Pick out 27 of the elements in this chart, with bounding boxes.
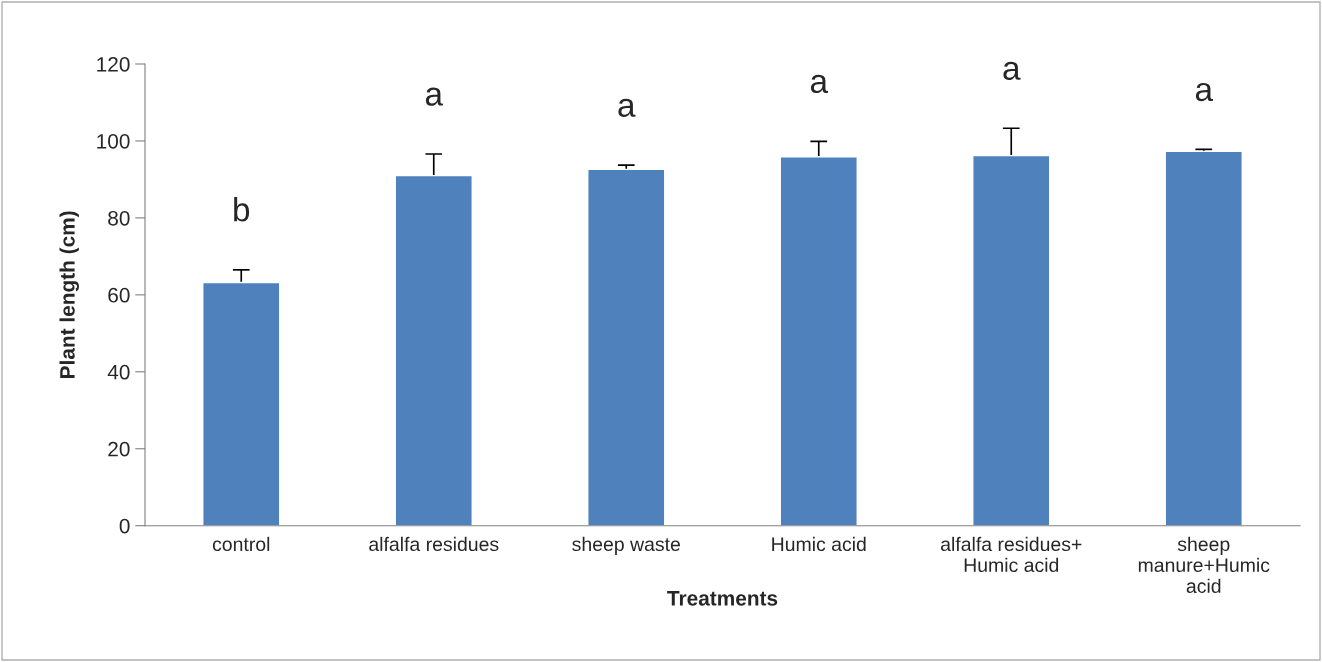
- annotation: a: [1003, 61, 1021, 80]
- bar: [587, 168, 666, 526]
- bar: [394, 174, 473, 526]
- y-tick-label: 60: [108, 287, 130, 303]
- y-tick-label: 120: [97, 57, 130, 72]
- x-axis-title: Treatments: [667, 591, 778, 606]
- y-tick-label: 20: [108, 441, 130, 457]
- y-tick-label: 100: [97, 133, 130, 149]
- annotation: b: [234, 197, 250, 222]
- x-tick-label: control: [212, 536, 270, 552]
- y-tick-label: 40: [107, 364, 130, 380]
- x-tick-label: Humic acid: [772, 536, 866, 552]
- x-tick-label: alfalfa residues: [369, 536, 499, 552]
- bar: [1164, 150, 1243, 526]
- y-axis-title: Plant length (cm): [59, 211, 79, 378]
- annotation: a: [425, 87, 444, 106]
- y-tick-label: 80: [108, 210, 130, 226]
- y-tick-label: 0: [119, 518, 130, 534]
- annotation: a: [1195, 82, 1214, 102]
- bar: [202, 281, 281, 526]
- x-tick-label: alfalfa residues+ Humic acid: [941, 536, 1082, 573]
- bar: [972, 154, 1051, 526]
- x-tick-label: sheep waste: [572, 536, 680, 555]
- annotation: a: [618, 98, 636, 117]
- x-tick-label: sheep manure+Humic acid: [1138, 536, 1270, 593]
- bar: [779, 156, 858, 526]
- annotation: a: [810, 74, 829, 94]
